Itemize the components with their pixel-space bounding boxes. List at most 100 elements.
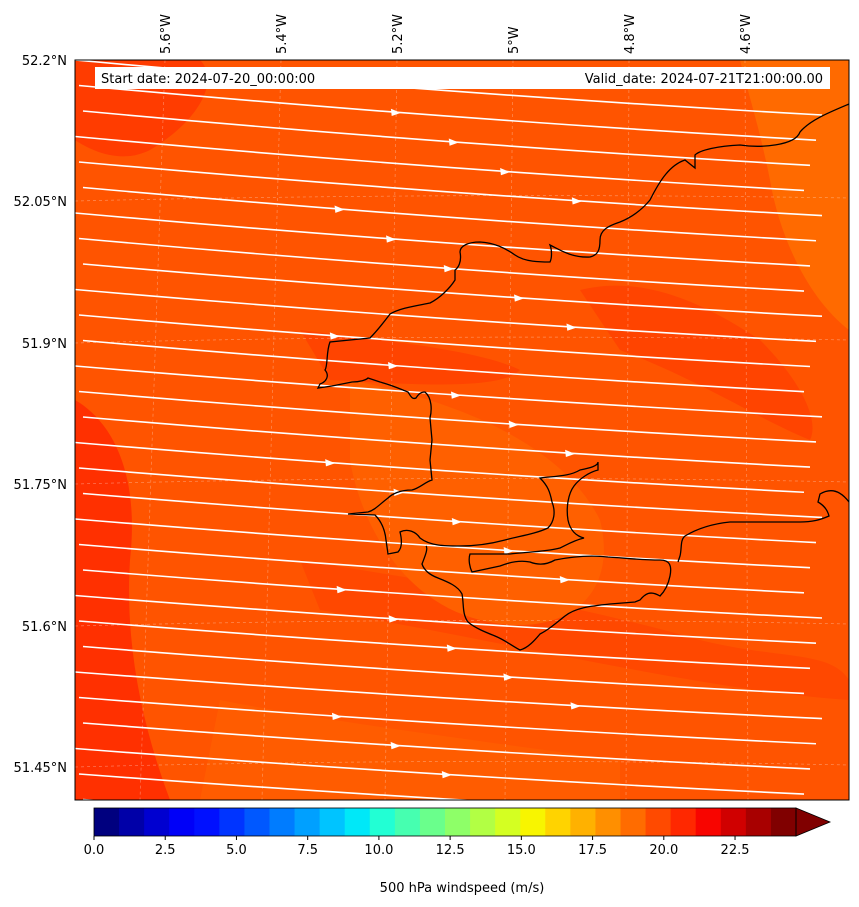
colorbar-segment [394,808,421,836]
colorbar-segment [745,808,772,836]
lon-label-5.6W: 5.6°W [159,14,174,54]
colorbar-tick-label: 15.0 [507,843,536,858]
streamline-arrow [446,644,457,652]
colorbar-segment [119,808,145,836]
lon-label-4.6W: 4.6°W [739,14,754,54]
colorbar-tick-label: 12.5 [436,843,465,858]
streamline [82,339,805,393]
streamline [75,288,817,343]
colorbar-segment [720,808,747,836]
lat-label-51.75N: 51.75°N [14,478,67,493]
streamline-arrow [503,673,514,681]
map-frame [74,59,850,801]
colorbar-segment [645,808,672,836]
streamline-arrow [443,264,454,273]
streamline [75,212,811,267]
map-panel [75,60,849,847]
colorbar-segment [219,808,246,836]
colorbar-segment [670,808,697,836]
streamline [78,161,823,217]
streamline [82,645,805,695]
colorbar-segment [319,808,346,836]
streamline-arrow [565,449,576,458]
streamline [78,773,476,800]
streamline-arrow [571,197,582,205]
lat-label-51.9N: 51.9°N [22,337,67,352]
colorbar-segment [169,808,195,836]
streamline [78,390,817,443]
lat-label-52.05N: 52.05°N [14,195,67,210]
colorbar-frame [93,807,797,837]
latitude-labels: 52.2°N 52.05°N 51.9°N 51.75°N 51.6°N 51.… [14,54,67,776]
streamline [78,543,805,594]
streamline-arrow [566,323,577,331]
colorbar-label: 500 hPa windspeed (m/s) [380,881,545,896]
colorbar-segment [495,808,521,836]
lat-label-52.2N: 52.2°N [22,54,67,69]
colorbar-tick-label: 5.0 [226,843,247,858]
lon-label-5.2W: 5.2°W [391,14,406,54]
coastline [316,103,849,651]
colorbar-segment [194,808,220,836]
coastline-pembrokeshire [316,103,849,651]
colorbar-segment [419,808,446,836]
streamline-arrow [500,167,511,176]
streamline [82,569,823,619]
streamline-arrow [448,138,459,146]
streamline-arrow [386,235,397,243]
lon-label-5.4W: 5.4°W [275,14,290,54]
streamline [75,671,823,720]
streamline-arrow [331,712,342,721]
colorbar-segment [344,808,371,836]
streamline [82,492,817,544]
streamline-arrow [388,615,399,623]
streamline-arrow [336,585,347,594]
colorbar-segment [144,808,170,836]
streamline-arrow [514,294,525,302]
streamline [75,747,805,795]
longitude-labels: 5.6°W 5.4°W 5.2°W 5°W 4.8°W 4.6°W [159,14,754,54]
streamline [75,518,811,569]
streamline-arrow [390,741,401,750]
streamline [78,237,805,292]
streamline-arrow [559,575,570,584]
lon-label-5W: 5°W [507,26,522,54]
coastline-southeast [677,490,849,563]
colorbar-segment [545,808,571,836]
colorbar-segment [620,808,647,836]
streamline-arrow [329,332,340,340]
date-banner [95,67,830,89]
streamline-arrow [451,517,462,526]
colorbar-segment [595,808,622,836]
high-speed-region-east [580,285,813,440]
streamline [82,722,811,770]
streamline-arrow [327,840,337,847]
streamline-arrow [390,108,401,117]
streamline-arrow [508,420,519,428]
streamline [82,416,811,468]
colorbar-tick-label: 2.5 [155,843,176,858]
colorbar-segment [570,808,597,836]
streamline [82,110,811,167]
streamline [78,467,823,519]
streamline [78,696,817,745]
valid-date-label: Valid_date: 2024-07-21T21:00:00.00 [585,72,823,87]
streamline-arrow [503,547,514,555]
colorbar-tick-label: 17.5 [578,843,607,858]
colorbar-segment [470,808,496,836]
colorbar-segment [770,808,797,836]
gridlines [75,60,849,800]
streamline-arrow [325,459,336,467]
colorbar-tick-label: 22.5 [721,843,750,858]
colorbar: 0.0 2.5 5.0 7.5 10.0 12.5 15.0 17.5 20.0 22.5 [84,807,832,858]
lat-label-51.6N: 51.6°N [22,620,67,635]
colorbar-tick-label: 7.5 [297,843,318,858]
colorbar-segment [94,808,120,836]
lower-speed-region-northeast [740,60,849,330]
streamline [82,186,817,242]
streamline [78,84,817,141]
streamline-arrow [388,362,399,370]
streamline [75,594,817,644]
streamline-arrow [512,799,513,800]
